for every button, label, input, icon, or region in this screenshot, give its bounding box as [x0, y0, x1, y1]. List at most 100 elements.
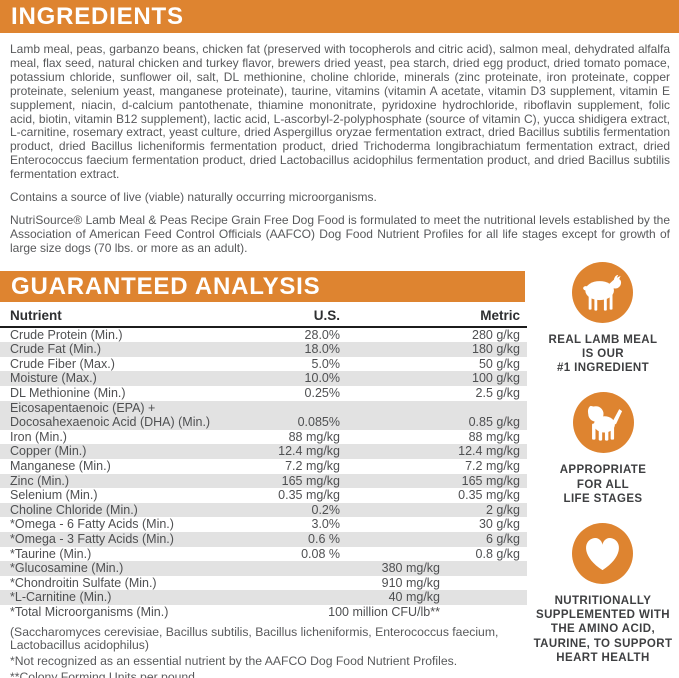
nutrient-cell: Selenium (Min.)	[10, 488, 98, 503]
heart-icon	[572, 522, 634, 584]
aafco-footnote: *Not recognized as an essential nutrient…	[10, 653, 458, 668]
metric-value-cell: 0.35 mg/kg	[458, 488, 520, 503]
metric-value-cell: 50 g/kg	[478, 356, 520, 371]
table-row: *Omega - 6 Fatty Acids (Min.) 3.0% 30 g/kg	[0, 517, 527, 532]
badge-real-lamb-meal: REAL LAMB MEAL IS OUR #1 INGREDIENT	[548, 261, 658, 376]
metric-value-cell: 180 g/kg	[472, 342, 520, 357]
guaranteed-analysis-header: GUARANTEED ANALYSIS	[0, 270, 525, 302]
table-row: Zinc (Min.) 165 mg/kg 165 mg/kg	[0, 473, 527, 489]
metric-value-cell: 280 g/kg	[472, 327, 520, 342]
metric-value-cell: 2 g/kg	[485, 502, 520, 517]
metric-value-cell: 12.4 mg/kg	[458, 444, 520, 459]
table-header-row: Nutrient U.S. Metric	[0, 306, 527, 328]
us-value-cell: 18.0%	[304, 342, 340, 357]
table-footnotes: (Saccharomyces cerevisiae, Bacillus subt…	[10, 624, 518, 678]
value-cell: 380 mg/kg	[381, 561, 440, 576]
lamb-icon	[572, 261, 634, 323]
nutrient-cell: Manganese (Min.)	[10, 459, 111, 474]
nutrient-cell: *Omega - 6 Fatty Acids (Min.)	[10, 517, 174, 532]
nutrient-cell: *L-Carnitine (Min.)	[10, 590, 112, 605]
ingredients-section-header: INGREDIENTS	[0, 0, 679, 33]
nutrient-cell: *Total Microorganisms (Min.)	[10, 604, 169, 619]
nutrient-cell: DL Methionine (Min.)	[10, 386, 126, 401]
metric-value-cell: 30 g/kg	[478, 517, 520, 532]
nutrient-cell: *Omega - 3 Fatty Acids (Min.)	[10, 532, 174, 546]
us-value-cell: 0.25%	[304, 386, 340, 401]
table-row: *Glucosamine (Min.) 380 mg/kg	[0, 561, 527, 576]
table-row: Eicosapentaenoic (EPA) + Docosahexaenoic…	[0, 400, 527, 430]
aafco-note: NutriSource® Lamb Meal & Peas Recipe Gra…	[10, 212, 670, 255]
us-value-cell: 10.0%	[304, 371, 340, 386]
value-cell: 100 million CFU/lb**	[328, 604, 440, 619]
table-row: Iron (Min.) 88 mg/kg 88 mg/kg	[0, 430, 527, 445]
column-header-us: U.S.	[313, 307, 340, 323]
us-value-cell: 165 mg/kg	[281, 473, 340, 488]
us-value-cell: 12.4 mg/kg	[278, 444, 340, 459]
metric-value-cell: 100 g/kg	[472, 371, 520, 386]
us-value-cell: 0.2%	[311, 502, 341, 517]
badge-label: REAL LAMB MEAL IS OUR #1 INGREDIENT	[548, 333, 658, 375]
lower-section: GUARANTEED ANALYSIS Nutrient U.S. Metric…	[0, 261, 679, 678]
guaranteed-analysis-title: GUARANTEED ANALYSIS	[11, 272, 321, 300]
metric-value-cell: 7.2 mg/kg	[465, 459, 520, 474]
column-header-metric: Metric	[480, 307, 520, 323]
ingredients-section: Lamb meal, peas, garbanzo beans, chicken…	[10, 42, 670, 256]
table-row: Crude Fiber (Max.) 5.0% 50 g/kg	[0, 357, 527, 372]
column-header-nutrient: Nutrient	[10, 307, 62, 323]
table-row: DL Methionine (Min.) 0.25% 2.5 g/kg	[0, 386, 527, 401]
us-value-cell: 0.08 %	[301, 546, 340, 561]
microorganisms-note: Contains a source of live (viable) natur…	[10, 190, 377, 205]
us-value-cell: 7.2 mg/kg	[285, 459, 340, 474]
table-row: Moisture (Max.) 10.0% 100 g/kg	[0, 371, 527, 387]
ingredients-title: INGREDIENTS	[11, 3, 184, 30]
us-value-cell: 0.085%	[297, 415, 340, 430]
metric-value-cell: 165 mg/kg	[461, 473, 520, 488]
value-cell: 910 mg/kg	[381, 575, 440, 590]
guaranteed-analysis-table: Nutrient U.S. Metric Crude Protein (Min.…	[0, 306, 527, 620]
nutrient-cell: Choline Chloride (Min.)	[10, 502, 138, 517]
table-row: *Total Microorganisms (Min.) 100 million …	[0, 605, 527, 620]
us-value-cell: 3.0%	[311, 517, 341, 532]
nutrient-cell: Moisture (Max.)	[10, 371, 97, 386]
metric-value-cell: 6 g/kg	[485, 532, 520, 546]
nutrient-cell: Eicosapentaenoic (EPA) + Docosahexaenoic…	[10, 400, 211, 430]
metric-value-cell: 0.8 g/kg	[475, 546, 520, 561]
table-row: Choline Chloride (Min.) 0.2% 2 g/kg	[0, 502, 527, 518]
us-value-cell: 5.0%	[311, 356, 341, 371]
microorganism-species-note: (Saccharomyces cerevisiae, Bacillus subt…	[10, 624, 499, 652]
us-value-cell: 88 mg/kg	[288, 429, 340, 444]
badge-all-life-stages: APPROPRIATE FOR ALL LIFE STAGES	[560, 392, 647, 506]
guaranteed-analysis-section: GUARANTEED ANALYSIS Nutrient U.S. Metric…	[0, 270, 527, 678]
nutrient-cell: *Chondroitin Sulfate (Min.)	[10, 575, 157, 590]
badge-label: NUTRITIONALLY SUPPLEMENTED WITH THE AMIN…	[533, 594, 673, 664]
nutrient-cell: Copper (Min.)	[10, 444, 87, 459]
table-row: Crude Fat (Min.) 18.0% 180 g/kg	[0, 342, 527, 357]
cfu-footnote: **Colony Forming Units per pound	[10, 669, 195, 678]
dog-icon	[572, 392, 634, 454]
table-row: *Chondroitin Sulfate (Min.) 910 mg/kg	[0, 576, 527, 591]
feature-badges-sidebar: REAL LAMB MEAL IS OUR #1 INGREDIENT APPR…	[527, 261, 679, 678]
us-value-cell: 28.0%	[304, 327, 340, 342]
nutrient-cell: Crude Protein (Min.)	[10, 327, 123, 342]
table-row: Crude Protein (Min.) 28.0% 280 g/kg	[0, 328, 527, 343]
nutrient-cell: Crude Fiber (Max.)	[10, 356, 115, 371]
ingredients-paragraph: Lamb meal, peas, garbanzo beans, chicken…	[10, 42, 670, 182]
table-row: *L-Carnitine (Min.) 40 mg/kg	[0, 590, 527, 605]
metric-value-cell: 88 mg/kg	[468, 429, 520, 444]
nutrient-cell: *Glucosamine (Min.)	[10, 561, 124, 576]
metric-value-cell: 2.5 g/kg	[475, 386, 520, 401]
table-body: Crude Protein (Min.) 28.0% 280 g/kg Crude F…	[0, 328, 527, 620]
nutrient-cell: Iron (Min.)	[10, 429, 67, 444]
value-cell: 40 mg/kg	[388, 590, 440, 605]
nutrient-cell: *Taurine (Min.)	[10, 546, 92, 561]
table-row: Selenium (Min.) 0.35 mg/kg 0.35 mg/kg	[0, 488, 527, 503]
metric-value-cell: 0.85 g/kg	[468, 415, 520, 430]
nutrient-cell: Crude Fat (Min.)	[10, 342, 101, 357]
table-row: *Omega - 3 Fatty Acids (Min.) 0.6 % 6 g/kg	[0, 532, 527, 547]
table-row: *Taurine (Min.) 0.08 % 0.8 g/kg	[0, 547, 527, 562]
badge-label: APPROPRIATE FOR ALL LIFE STAGES	[559, 464, 647, 505]
table-row: Manganese (Min.) 7.2 mg/kg 7.2 mg/kg	[0, 459, 527, 474]
us-value-cell: 0.35 mg/kg	[278, 488, 340, 503]
us-value-cell: 0.6 %	[308, 532, 340, 546]
table-row: Copper (Min.) 12.4 mg/kg 12.4 mg/kg	[0, 444, 527, 460]
